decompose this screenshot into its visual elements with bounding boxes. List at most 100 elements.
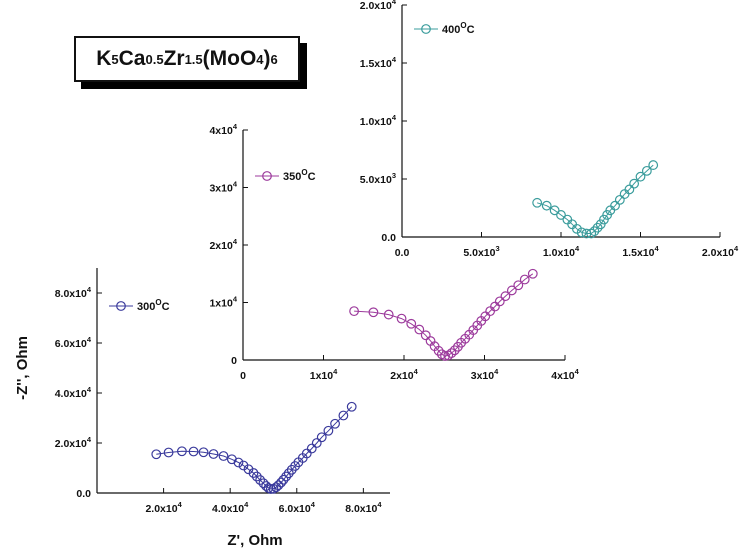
data-point [527, 268, 538, 279]
plot-area [402, 5, 720, 237]
x-tick-label: 1x104 [310, 367, 338, 382]
y-tick-label: 5.0x103 [360, 171, 396, 186]
x-tick-label: 3x104 [471, 367, 499, 382]
y-axis-title: -Z'', Ohm [14, 336, 31, 400]
title-text: (MoO [202, 47, 257, 70]
y-tick-label: 2.0x104 [55, 435, 92, 450]
legend-marker [421, 24, 431, 34]
data-point [316, 432, 327, 443]
data-point [233, 457, 244, 468]
data-point [383, 309, 394, 320]
x-axis-title: Z', Ohm [227, 532, 282, 549]
data-point [163, 447, 174, 458]
data-point [255, 475, 266, 485]
y-tick-label: 1.5x104 [360, 55, 397, 70]
title-subscript: 1.5 [184, 51, 203, 67]
data-point [433, 345, 444, 356]
y-tick-label: 1x104 [209, 295, 237, 310]
title-subscript: 4 [256, 51, 264, 67]
legend-marker [262, 171, 272, 181]
data-point [198, 447, 209, 458]
data-point [151, 449, 162, 460]
x-tick-label: 0.0 [395, 247, 410, 259]
y-tick-label: 1.0x104 [360, 113, 397, 128]
data-point [635, 171, 646, 182]
y-tick-label: 0.0 [76, 488, 91, 500]
legend-label: 350OC [283, 168, 316, 183]
x-tick-label: 0 [240, 370, 246, 382]
data-point [177, 446, 187, 457]
title-text: K [96, 47, 112, 70]
x-tick-label: 2.0x104 [145, 500, 182, 515]
title-subscript: 6 [270, 51, 278, 67]
data-point [248, 468, 259, 478]
y-tick-label: 0.0 [381, 232, 396, 244]
data-point [624, 184, 635, 195]
data-point [338, 410, 349, 421]
plot-350: 0 1x104 2x104 3x104 4x104 0 1x104 2x104 3x104 4x1… [209, 122, 579, 382]
data-point [278, 474, 289, 485]
plot-400: 0.0 5.0x103 1.0x104 1.5x104 2.0x104 0.0 5.0x10… [360, 0, 739, 259]
data-point [629, 178, 640, 189]
title-subscript: 0.5 [145, 51, 164, 67]
data-point [368, 307, 379, 318]
legend-label: 300OC [137, 298, 170, 313]
data-point [218, 451, 229, 461]
data-point [614, 194, 625, 205]
data-point [494, 296, 505, 307]
data-point [641, 165, 652, 176]
legend-marker [116, 301, 126, 311]
data-point [610, 200, 620, 211]
series-line [156, 406, 353, 490]
x-tick-label: 4.0x104 [212, 500, 249, 515]
x-tick-label: 5.0x103 [463, 244, 499, 259]
data-point [306, 443, 317, 454]
data-point [446, 348, 457, 359]
series-line [536, 164, 654, 234]
data-point [323, 425, 334, 436]
y-tick-label: 2x104 [209, 237, 237, 252]
data-point [443, 350, 454, 361]
data-point [480, 311, 491, 322]
y-tick-label: 4.0x104 [55, 385, 92, 400]
y-tick-label: 0 [231, 355, 237, 367]
data-point [556, 210, 566, 220]
figure-title-box: K 5 Ca 0.5 Zr 1.5 (MoO 4) 6 [74, 36, 300, 82]
data-point [648, 160, 659, 170]
data-point [500, 291, 511, 302]
data-point [276, 477, 287, 488]
data-point [449, 345, 460, 356]
data-point [311, 438, 322, 448]
data-point [549, 205, 560, 216]
data-point [406, 318, 417, 329]
x-tick-label: 4x104 [551, 367, 579, 382]
data-point [301, 448, 312, 459]
data-point [576, 227, 587, 238]
data-point [541, 200, 552, 211]
data-point [188, 446, 199, 457]
y-tick-label: 4x104 [209, 122, 237, 137]
data-point [513, 280, 524, 291]
data-point [589, 226, 600, 237]
y-tick-label: 6.0x104 [55, 335, 92, 350]
data-point [490, 301, 500, 312]
data-point [349, 306, 359, 317]
data-point [273, 480, 284, 491]
x-tick-label: 1.5x104 [622, 244, 659, 259]
y-tick-label: 2.0x104 [360, 0, 397, 12]
data-point [532, 197, 543, 208]
data-point [440, 351, 450, 361]
x-tick-label: 2x104 [390, 367, 418, 382]
y-tick-label: 8.0x104 [55, 285, 92, 300]
title-subscript: 5 [111, 51, 119, 67]
x-tick-label: 1.0x104 [543, 244, 580, 259]
data-point [586, 228, 597, 239]
data-point [506, 285, 517, 296]
data-point [592, 222, 603, 233]
x-tick-label: 6.0x104 [279, 500, 316, 515]
y-tick-label: 3x104 [209, 180, 237, 195]
data-point [251, 471, 262, 482]
data-point [330, 418, 340, 429]
data-point [346, 401, 357, 412]
